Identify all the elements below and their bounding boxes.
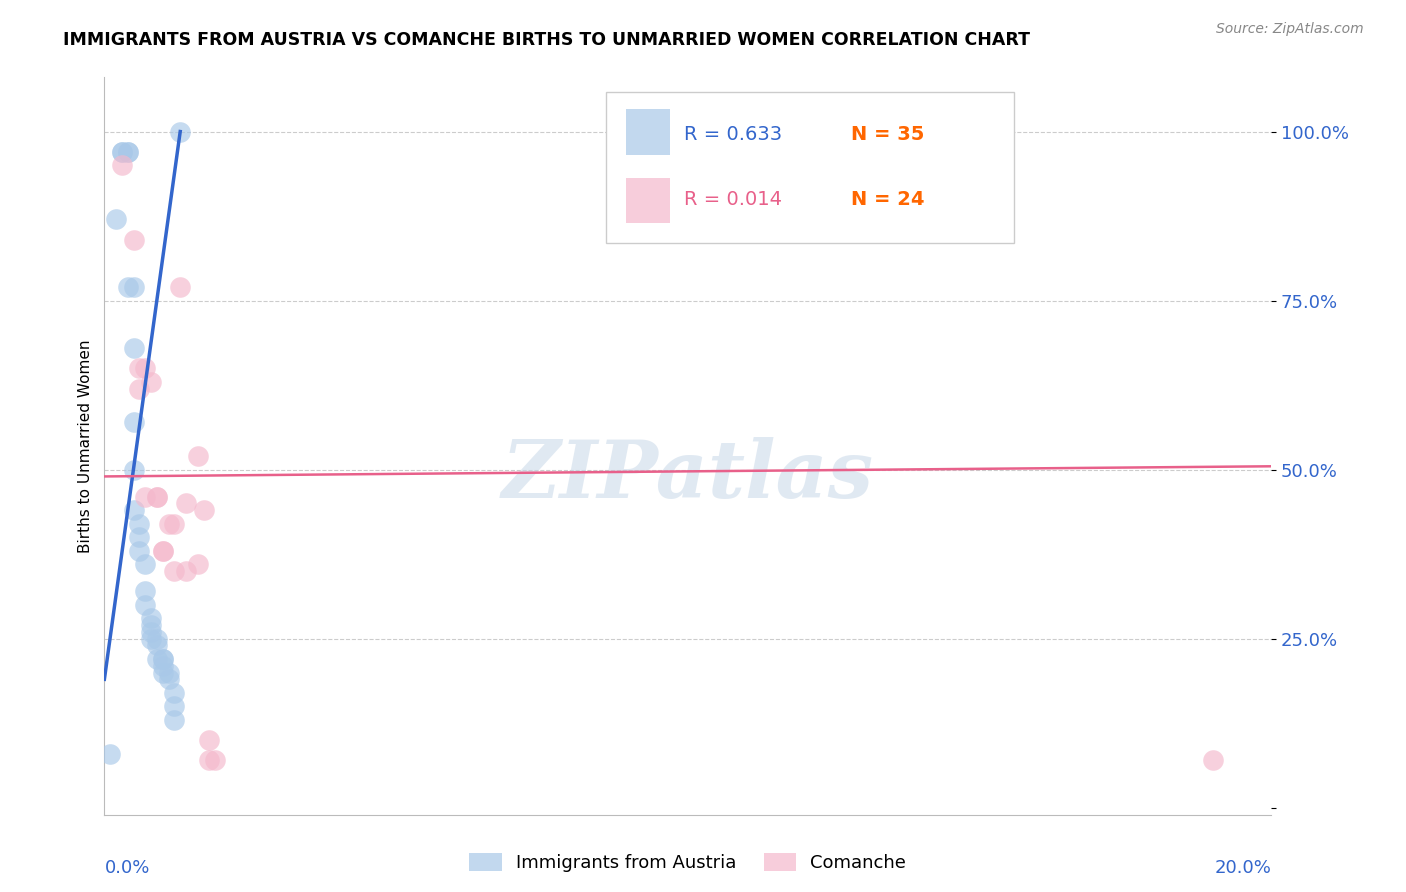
Point bbox=[122, 463, 145, 477]
Point bbox=[146, 652, 169, 666]
Point bbox=[134, 598, 156, 612]
Point bbox=[117, 145, 139, 159]
Point bbox=[128, 382, 150, 396]
Point bbox=[169, 280, 191, 294]
Text: 0.0%: 0.0% bbox=[104, 859, 150, 877]
Point bbox=[163, 686, 186, 700]
Point bbox=[122, 233, 145, 247]
Point bbox=[169, 124, 191, 138]
Point bbox=[204, 754, 226, 768]
Point bbox=[1202, 754, 1225, 768]
Text: 20.0%: 20.0% bbox=[1215, 859, 1271, 877]
Text: ZIPatlas: ZIPatlas bbox=[502, 437, 873, 514]
Point bbox=[157, 673, 180, 687]
Point bbox=[174, 496, 197, 510]
Point bbox=[157, 665, 180, 680]
Point bbox=[139, 624, 162, 639]
Point bbox=[111, 158, 134, 172]
Text: R = 0.014: R = 0.014 bbox=[685, 190, 782, 209]
Point bbox=[152, 658, 174, 673]
Point bbox=[146, 490, 169, 504]
Point bbox=[122, 415, 145, 429]
Point bbox=[152, 665, 174, 680]
Point bbox=[146, 639, 169, 653]
Point bbox=[111, 145, 134, 159]
Legend: Immigrants from Austria, Comanche: Immigrants from Austria, Comanche bbox=[463, 846, 914, 880]
Point bbox=[152, 652, 174, 666]
Point bbox=[98, 747, 121, 761]
Point bbox=[139, 618, 162, 632]
Point bbox=[139, 375, 162, 389]
Point bbox=[117, 145, 139, 159]
Text: R = 0.633: R = 0.633 bbox=[685, 125, 782, 144]
FancyBboxPatch shape bbox=[606, 92, 1014, 244]
Point bbox=[117, 280, 139, 294]
Point bbox=[128, 361, 150, 376]
Point bbox=[198, 733, 221, 747]
Point bbox=[122, 503, 145, 517]
Point bbox=[139, 611, 162, 625]
Point bbox=[146, 632, 169, 646]
Point bbox=[187, 449, 209, 463]
Point bbox=[152, 544, 174, 558]
Point bbox=[193, 503, 215, 517]
Point bbox=[163, 713, 186, 727]
Point bbox=[157, 516, 180, 531]
Point bbox=[122, 280, 145, 294]
Point bbox=[105, 212, 128, 227]
Point bbox=[134, 490, 156, 504]
Bar bbox=[626, 109, 671, 155]
Point bbox=[128, 516, 150, 531]
Point bbox=[163, 516, 186, 531]
Point bbox=[134, 558, 156, 572]
Point bbox=[198, 754, 221, 768]
Point bbox=[134, 584, 156, 599]
Point bbox=[128, 530, 150, 544]
Text: N = 24: N = 24 bbox=[851, 190, 925, 209]
Point bbox=[174, 564, 197, 578]
Point bbox=[128, 544, 150, 558]
Text: IMMIGRANTS FROM AUSTRIA VS COMANCHE BIRTHS TO UNMARRIED WOMEN CORRELATION CHART: IMMIGRANTS FROM AUSTRIA VS COMANCHE BIRT… bbox=[63, 31, 1031, 49]
Point bbox=[152, 652, 174, 666]
Point bbox=[139, 632, 162, 646]
Point bbox=[187, 558, 209, 572]
Point bbox=[111, 145, 134, 159]
Bar bbox=[626, 178, 671, 223]
Point bbox=[146, 490, 169, 504]
Point bbox=[134, 361, 156, 376]
Text: N = 35: N = 35 bbox=[851, 125, 925, 144]
Point bbox=[152, 544, 174, 558]
Point bbox=[122, 341, 145, 355]
Point bbox=[163, 699, 186, 714]
Text: Source: ZipAtlas.com: Source: ZipAtlas.com bbox=[1216, 22, 1364, 37]
Point bbox=[163, 564, 186, 578]
Y-axis label: Births to Unmarried Women: Births to Unmarried Women bbox=[79, 339, 93, 553]
